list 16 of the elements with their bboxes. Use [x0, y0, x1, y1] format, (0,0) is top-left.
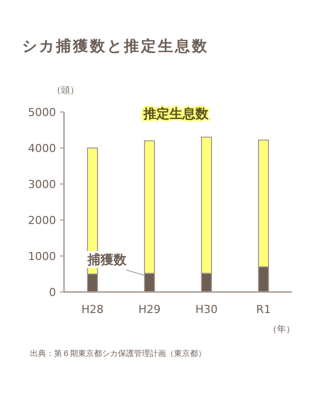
y-tick-label: 3000	[28, 178, 56, 191]
y-tick-label: 2000	[28, 214, 56, 227]
y-tick-label: 5000	[28, 106, 56, 119]
x-axis-title: （年）	[268, 324, 295, 335]
series-label: 捕獲数	[86, 252, 128, 268]
y-axis-title: （頭）	[52, 86, 79, 96]
x-tick-label: H29	[138, 303, 161, 316]
x-tick-label: H30	[195, 303, 218, 316]
y-tick-label: 0	[49, 286, 56, 299]
chart-title: シカ捕獲数と推定生息数	[22, 37, 209, 55]
source-note: 出典：第６期東京都シカ保護管理計画（東京都）	[30, 349, 206, 358]
y-tick-label: 1000	[28, 250, 56, 263]
series-label: 推定生息数	[142, 106, 210, 122]
y-tick-label: 4000	[28, 142, 56, 155]
x-tick-label: H28	[81, 303, 104, 316]
x-tick-label: R1	[256, 303, 271, 316]
